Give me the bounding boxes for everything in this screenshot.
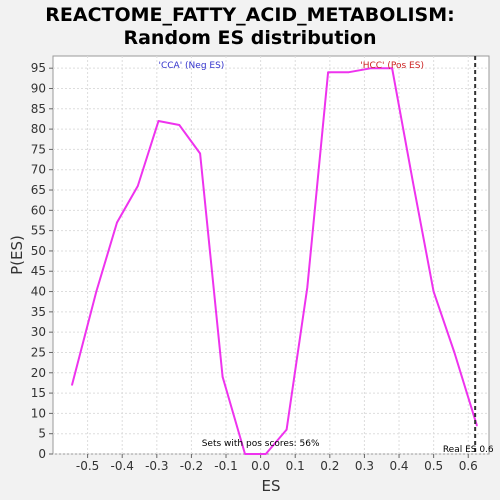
x-tick-label-2: -0.3 xyxy=(145,459,168,473)
pos-scores-annotation: Sets with pos scores: 56% xyxy=(202,439,320,449)
y-tick-label-18: 90 xyxy=(31,81,46,95)
series-0-point-3 xyxy=(136,185,139,187)
y-tick-label-13: 65 xyxy=(31,183,46,197)
chart-title-line-2: Random ES distribution xyxy=(123,27,377,49)
series-0-point-9 xyxy=(265,453,267,455)
series-layer xyxy=(71,67,478,455)
y-tick-label-12: 60 xyxy=(31,203,46,217)
series-0-point-0 xyxy=(71,384,73,386)
x-tick-label-11: 0.6 xyxy=(459,459,478,473)
series-0-point-13 xyxy=(348,71,350,74)
series-0-point-17 xyxy=(432,290,435,293)
series-0-point-6 xyxy=(199,152,201,155)
pos-es-annotation: 'HCC' (Pos ES) xyxy=(360,61,424,71)
series-0-point-2 xyxy=(116,221,118,224)
y-tick-label-15: 75 xyxy=(31,142,46,156)
y-tick-label-9: 45 xyxy=(31,264,46,278)
neg-es-annotation: 'CCA' (Neg ES) xyxy=(159,61,225,71)
y-tick-label-8: 40 xyxy=(31,285,46,299)
x-tick-label-1: -0.4 xyxy=(110,459,133,473)
series-0-point-8 xyxy=(244,453,246,455)
x-tick-label-6: 0.1 xyxy=(286,459,305,473)
x-tick-label-3: -0.2 xyxy=(180,459,203,473)
x-axis-label: ES xyxy=(262,477,281,495)
y-axis-label: P(ES) xyxy=(8,235,26,275)
y-tick-label-19: 95 xyxy=(31,61,46,75)
y-tick-label-10: 50 xyxy=(31,244,46,258)
series-0-point-10 xyxy=(285,428,288,431)
y-tick-label-6: 30 xyxy=(31,325,46,339)
y-tick-label-5: 25 xyxy=(31,345,46,359)
series-0-point-11 xyxy=(306,286,309,289)
series-0-point-7 xyxy=(221,376,224,378)
x-tick-label-4: -0.1 xyxy=(214,459,237,473)
y-tick-label-17: 85 xyxy=(31,102,46,116)
gridlines xyxy=(53,56,489,455)
series-0-point-5 xyxy=(178,124,181,126)
series-0-point-14 xyxy=(370,67,373,69)
series-0-point-12 xyxy=(327,71,329,74)
y-tick-label-4: 20 xyxy=(31,366,46,380)
x-tick-label-8: 0.3 xyxy=(355,459,374,473)
x-tick-label-5: 0.0 xyxy=(251,459,270,473)
y-tick-label-14: 70 xyxy=(31,163,46,177)
x-tick-label-9: 0.4 xyxy=(389,459,408,473)
y-tick-label-1: 5 xyxy=(38,427,46,441)
y-axis: 0 5 10 15 20 25 30 35 40 45 50 55 60 65 70 75 80 85 90 95 xyxy=(31,61,53,461)
series-0-point-1 xyxy=(95,290,98,293)
y-tick-label-3: 15 xyxy=(31,386,46,400)
x-tick-label-0: -0.5 xyxy=(76,459,99,473)
series-0-point-18 xyxy=(453,351,456,354)
y-tick-label-16: 80 xyxy=(31,122,46,136)
chart-title-line-1: REACTOME_FATTY_ACID_METABOLISM: xyxy=(45,4,455,26)
series-0-point-19 xyxy=(476,424,478,427)
x-axis: -0.5 -0.4 -0.3 -0.2 -0.1 0.0 0.1 0.2 0.3 0.4 0.5 0.… xyxy=(76,454,478,473)
y-tick-label-0: 0 xyxy=(38,447,46,461)
series-0-point-16 xyxy=(412,181,414,183)
y-tick-label-2: 10 xyxy=(31,406,46,420)
chart-title: REACTOME_FATTY_ACID_METABOLISM: Random E… xyxy=(0,4,500,50)
plot-area xyxy=(52,55,490,455)
real-es-annotation: Real ES 0.6 xyxy=(443,445,494,455)
x-tick-label-7: 0.2 xyxy=(320,459,339,473)
x-tick-label-10: 0.5 xyxy=(424,459,443,473)
y-tick-label-11: 55 xyxy=(31,224,46,238)
series-0-point-15 xyxy=(391,67,393,69)
series-0-point-4 xyxy=(157,120,160,122)
series-line-0 xyxy=(71,67,478,455)
y-tick-label-7: 35 xyxy=(31,305,46,319)
